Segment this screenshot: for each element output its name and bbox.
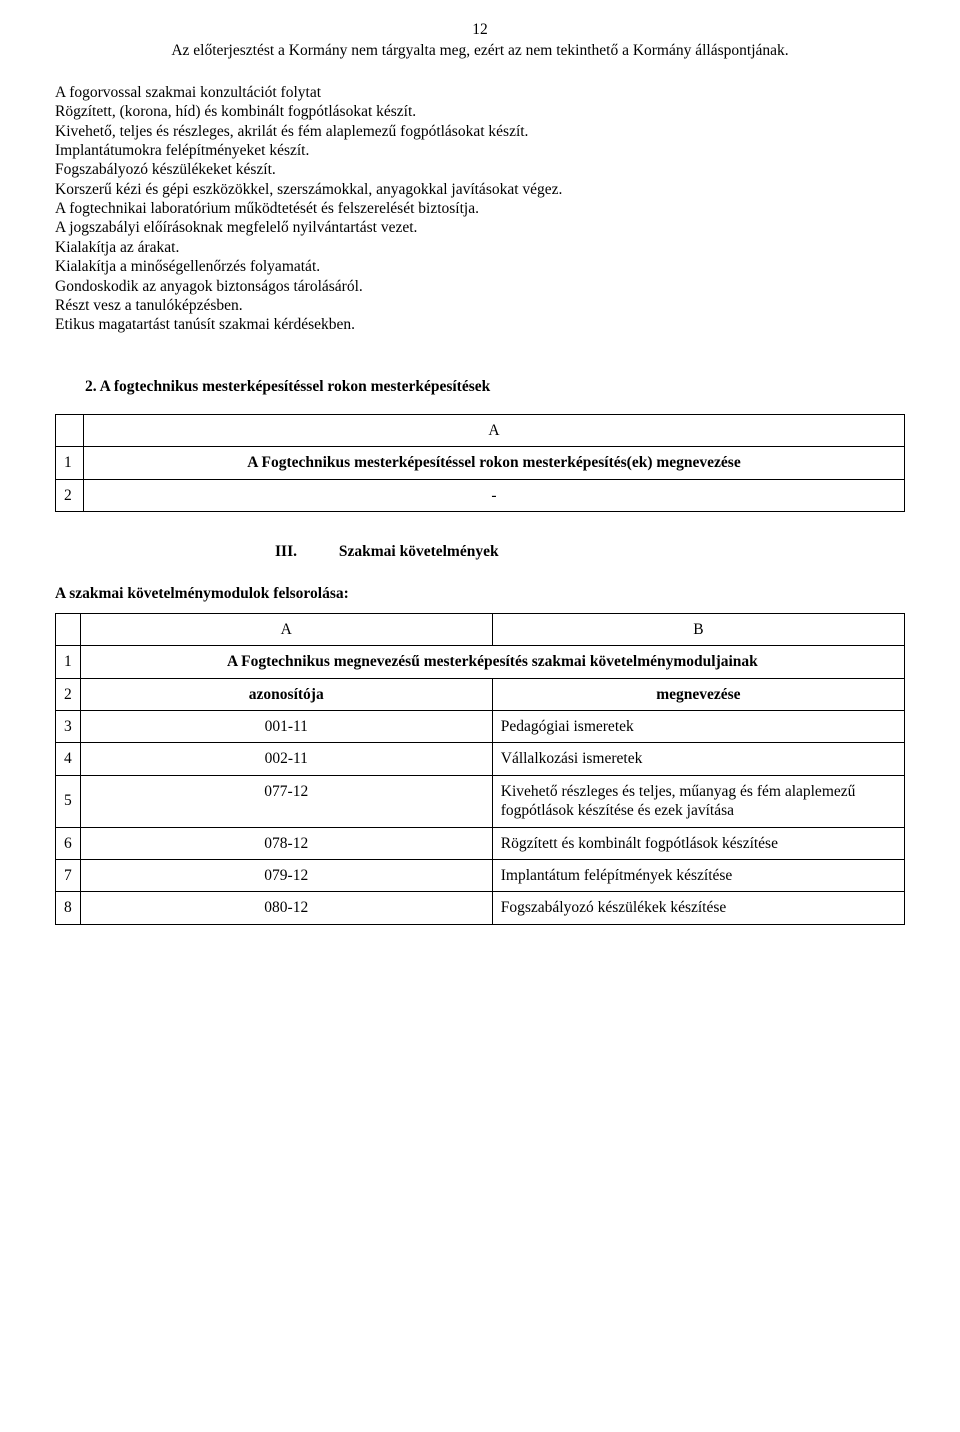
body-line: Etikus magatartást tanúsít szakmai kérdé… [55, 315, 905, 334]
table-cell-azonosito: 002-11 [80, 743, 492, 775]
table-row-number: 5 [56, 775, 81, 827]
table-row-number: 1 [56, 447, 84, 479]
table-cell-azonosito: 078-12 [80, 827, 492, 859]
table-row: 1 A Fogtechnikus megnevezésű mesterképes… [56, 646, 905, 678]
body-line: Gondoskodik az anyagok biztonságos tárol… [55, 277, 905, 296]
table-row-number: 6 [56, 827, 81, 859]
body-line: A fogorvossal szakmai konzultációt folyt… [55, 83, 905, 102]
page-number: 12 [55, 20, 905, 39]
table-row: 3001-11Pedagógiai ismeretek [56, 711, 905, 743]
table-cell-megnevezes: Rögzített és kombinált fogpótlások készí… [492, 827, 904, 859]
table-rokon-mesterkepesitesek: A 1 A Fogtechnikus mesterképesítéssel ro… [55, 414, 905, 512]
table-row-number: 2 [56, 479, 84, 511]
section-3-heading: III. Szakmai követelmények [55, 542, 905, 561]
table-cell-azonosito: 001-11 [80, 711, 492, 743]
section-3-roman: III. [275, 543, 297, 560]
body-line: Fogszabályozó készülékeket készít. [55, 160, 905, 179]
table-cell-azonosito: 077-12 [80, 775, 492, 827]
table-cell-azonosito: 079-12 [80, 859, 492, 891]
table-row: 6078-12Rögzített és kombinált fogpótláso… [56, 827, 905, 859]
table-row: 7079-12Implantátum felépítmények készíté… [56, 859, 905, 891]
table-row: 4002-11Vállalkozási ismeretek [56, 743, 905, 775]
table-row: 2 azonosítója megnevezése [56, 678, 905, 710]
body-line: Kialakítja az árakat. [55, 238, 905, 257]
header-disclaimer: Az előterjesztést a Kormány nem tárgyalt… [55, 41, 905, 60]
table-cell-empty [56, 415, 84, 447]
section-3-title: Szakmai követelmények [339, 543, 499, 560]
section-2-heading: 2. A fogtechnikus mesterképesítéssel rok… [55, 377, 905, 396]
table-kovetelmenymodulok: A B 1 A Fogtechnikus megnevezésű mesterk… [55, 613, 905, 925]
table-header-a: A [84, 415, 905, 447]
table-cell-megnevezes: Vállalkozási ismeretek [492, 743, 904, 775]
table-cell: A Fogtechnikus megnevezésű mesterképesít… [80, 646, 904, 678]
table-cell-azonosito: 080-12 [80, 892, 492, 924]
table-cell-megnevezes: Fogszabályozó készülékek készítése [492, 892, 904, 924]
body-line: A jogszabályi előírásoknak megfelelő nyi… [55, 218, 905, 237]
table-row: A [56, 415, 905, 447]
table-cell-megnevezes: Kivehető részleges és teljes, műanyag és… [492, 775, 904, 827]
table-row-number: 1 [56, 646, 81, 678]
table-cell: A Fogtechnikus mesterképesítéssel rokon … [84, 447, 905, 479]
table-row: 1 A Fogtechnikus mesterképesítéssel roko… [56, 447, 905, 479]
table-row: 8080-12Fogszabályozó készülékek készítés… [56, 892, 905, 924]
table-row: 5077-12Kivehető részleges és teljes, műa… [56, 775, 905, 827]
body-line: Rögzített, (korona, híd) és kombinált fo… [55, 102, 905, 121]
table-cell: azonosítója [80, 678, 492, 710]
table-cell-megnevezes: Pedagógiai ismeretek [492, 711, 904, 743]
table-row-number: 7 [56, 859, 81, 891]
body-line: Implantátumokra felépítményeket készít. [55, 141, 905, 160]
table-cell: - [84, 479, 905, 511]
table-header-b: B [492, 613, 904, 645]
table-cell: megnevezése [492, 678, 904, 710]
table-header-a: A [80, 613, 492, 645]
body-line: Kialakítja a minőségellenőrzés folyamatá… [55, 257, 905, 276]
table-cell-megnevezes: Implantátum felépítmények készítése [492, 859, 904, 891]
body-line: A fogtechnikai laboratórium működtetését… [55, 199, 905, 218]
table-row-number: 8 [56, 892, 81, 924]
body-line: Korszerű kézi és gépi eszközökkel, szers… [55, 180, 905, 199]
table-cell-empty [56, 613, 81, 645]
table-row-number: 2 [56, 678, 81, 710]
table-row: 2 - [56, 479, 905, 511]
table-row: A B [56, 613, 905, 645]
table-row-number: 3 [56, 711, 81, 743]
body-paragraph: A fogorvossal szakmai konzultációt folyt… [55, 83, 905, 335]
body-line: Kivehető, teljes és részleges, akrilát é… [55, 122, 905, 141]
subheading-modulok: A szakmai követelménymodulok felsorolása… [55, 584, 905, 603]
table-row-number: 4 [56, 743, 81, 775]
body-line: Részt vesz a tanulóképzésben. [55, 296, 905, 315]
